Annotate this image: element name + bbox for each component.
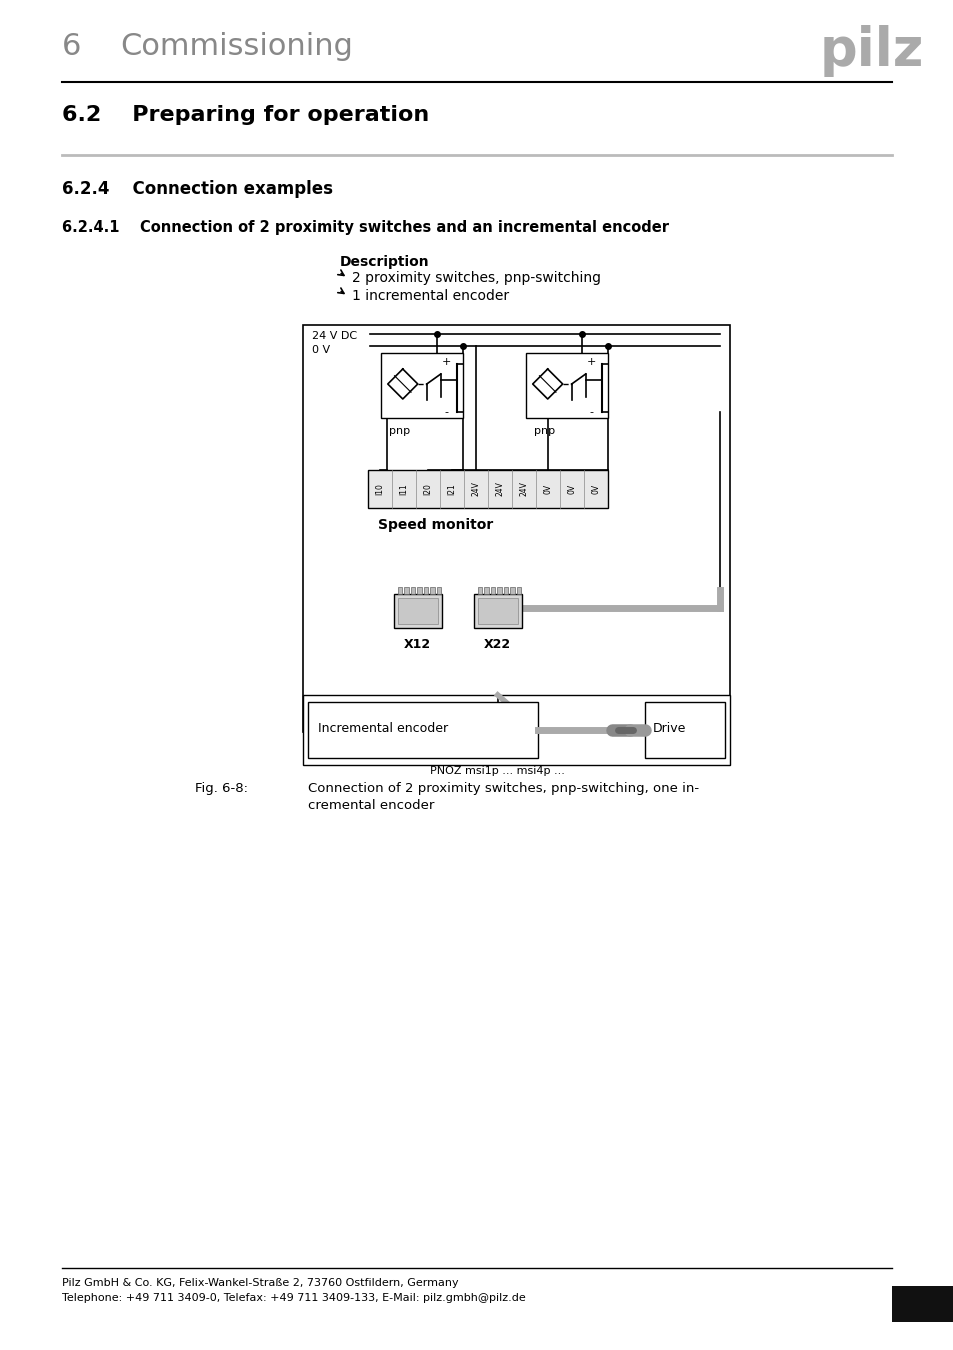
Bar [302,695,729,765]
Text: Pilz GmbH & Co. KG, Felix-Wankel-Straße 2, 73760 Ostfildern, Germany: Pilz GmbH & Co. KG, Felix-Wankel-Straße … [62,1278,458,1288]
Text: 6-7: 6-7 [907,1297,936,1314]
Text: 24 V DC: 24 V DC [312,331,356,342]
Bar [430,587,435,594]
Bar [416,587,421,594]
Text: 0V: 0V [542,483,552,494]
Text: Commissioning: Commissioning [120,32,353,61]
Bar [397,598,437,624]
Bar [497,587,501,594]
Bar [644,702,724,757]
Bar [394,594,441,628]
Text: I20: I20 [423,483,432,495]
Text: pilz: pilz [819,26,923,77]
Text: I11: I11 [399,483,408,495]
Bar [474,594,521,628]
Text: Fig. 6-8:: Fig. 6-8: [194,782,248,795]
Text: X12: X12 [404,639,431,651]
Bar [525,352,607,418]
Bar [423,587,428,594]
Text: Connection of 2 proximity switches, pnp-switching, one in-: Connection of 2 proximity switches, pnp-… [308,782,699,795]
Text: pnp: pnp [389,427,410,436]
Bar [404,587,408,594]
Text: 6.2.4    Connection examples: 6.2.4 Connection examples [62,180,333,198]
Text: Drive: Drive [652,722,685,734]
Bar [411,587,415,594]
Text: -: - [444,406,448,417]
Text: Telephone: +49 711 3409-0, Telefax: +49 711 3409-133, E-Mail: pilz.gmbh@pilz.de: Telephone: +49 711 3409-0, Telefax: +49 … [62,1293,525,1303]
Text: +: + [441,356,451,367]
Text: I21: I21 [447,483,456,495]
Bar [490,587,495,594]
Text: pnp: pnp [533,427,555,436]
Bar [517,587,520,594]
Text: I10: I10 [375,483,384,495]
Text: 0V: 0V [567,483,576,494]
Bar [436,587,441,594]
Bar [477,598,517,624]
Bar [503,587,508,594]
Bar [302,325,729,732]
Text: cremental encoder: cremental encoder [308,799,434,811]
Text: 1 incremental encoder: 1 incremental encoder [352,289,508,302]
Text: 24V: 24V [518,482,528,497]
Text: 6.2.4.1    Connection of 2 proximity switches and an incremental encoder: 6.2.4.1 Connection of 2 proximity switch… [62,220,668,235]
Text: Incremental encoder: Incremental encoder [317,722,448,734]
Text: +: + [586,356,596,367]
Bar [890,1287,952,1322]
Text: 24V: 24V [495,482,504,497]
Text: -: - [589,406,593,417]
Bar [308,702,537,757]
Text: 0V: 0V [591,483,599,494]
Bar [380,352,462,418]
Text: 2 proximity switches, pnp-switching: 2 proximity switches, pnp-switching [352,271,600,285]
Text: 6.2    Preparing for operation: 6.2 Preparing for operation [62,105,429,126]
Bar [397,587,402,594]
Text: X22: X22 [484,639,511,651]
Text: 0 V: 0 V [312,346,330,355]
Text: PNOZ msi1p ... msi4p ...: PNOZ msi1p ... msi4p ... [429,765,564,776]
Text: Description: Description [339,255,429,269]
Bar [510,587,515,594]
Text: 24V: 24V [471,482,479,497]
Bar [484,587,488,594]
Text: Speed monitor: Speed monitor [377,518,493,532]
Bar [477,587,481,594]
Text: 6: 6 [62,32,81,61]
Bar [368,470,607,508]
